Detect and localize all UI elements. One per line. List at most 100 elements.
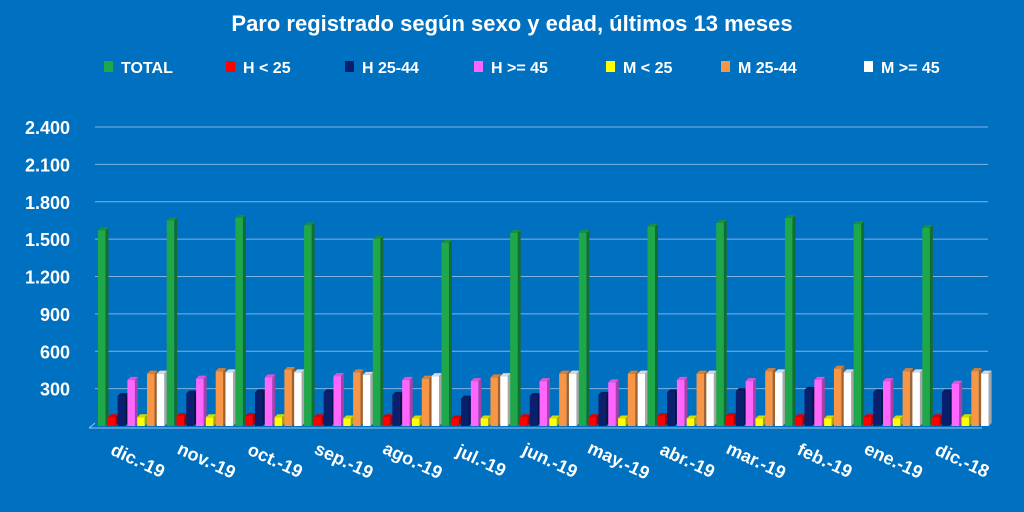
bar-side <box>645 370 649 426</box>
bar-side <box>399 391 403 426</box>
bar <box>961 417 970 426</box>
bar <box>883 381 891 426</box>
bar-top <box>696 370 708 374</box>
bar <box>539 381 548 426</box>
bar-side <box>851 369 855 426</box>
bar-top <box>794 414 806 418</box>
bar-side <box>409 376 413 426</box>
bar <box>726 416 734 426</box>
bar-side <box>802 414 806 426</box>
bar <box>716 222 724 426</box>
bar-top <box>127 376 138 380</box>
bar-side <box>301 369 305 426</box>
bar-top <box>618 415 629 419</box>
bar-top <box>519 414 531 418</box>
bar-side <box>870 414 874 426</box>
bar <box>598 394 606 426</box>
bar-side <box>370 371 374 426</box>
bar <box>784 217 793 426</box>
bar-side <box>478 378 482 426</box>
bar-top <box>971 368 982 372</box>
bar <box>706 373 714 426</box>
x-tick-label: jun.-19 <box>519 439 581 482</box>
bar-side <box>517 229 521 426</box>
bar <box>402 379 410 426</box>
bar <box>235 217 243 426</box>
bar-side <box>537 393 541 426</box>
bar-side <box>674 389 678 426</box>
bar-side <box>380 236 384 426</box>
bar <box>588 417 597 426</box>
bar-top <box>902 368 914 372</box>
bar-top <box>765 368 776 372</box>
bar-side <box>910 368 914 426</box>
bar-top <box>529 393 541 397</box>
bar-top <box>441 239 452 243</box>
bar <box>470 381 479 426</box>
bar-top <box>745 378 757 382</box>
bar <box>245 416 253 426</box>
bar <box>853 224 862 426</box>
bar-side <box>969 414 973 426</box>
bar <box>981 373 989 426</box>
bar <box>196 378 204 426</box>
bar-top <box>333 373 344 377</box>
bar-top <box>775 369 786 373</box>
bar-top <box>215 368 227 372</box>
bar-side <box>321 414 325 426</box>
bar-side <box>242 214 246 426</box>
bar-side <box>527 414 531 426</box>
bar-top <box>147 370 158 374</box>
bar <box>156 373 165 426</box>
bar-top <box>451 415 462 419</box>
bar <box>568 373 577 426</box>
bar <box>873 392 881 426</box>
bar-top <box>461 395 472 399</box>
bar-top <box>676 376 688 380</box>
bar-side <box>183 413 187 426</box>
bar-side <box>556 415 560 426</box>
bar <box>608 382 616 426</box>
legend-label: H < 25 <box>243 60 291 77</box>
bar-side <box>193 390 197 426</box>
bar-side <box>272 374 276 426</box>
bar-side <box>919 369 923 426</box>
bar-top <box>98 227 109 231</box>
legend-swatch <box>606 61 615 72</box>
x-tick-label: nov.-19 <box>174 438 238 482</box>
legend-label: M >= 45 <box>881 60 940 77</box>
bar-top <box>264 374 276 378</box>
bar-top <box>392 391 403 395</box>
bar-side <box>458 415 462 426</box>
bar-side <box>861 221 865 426</box>
bar-side <box>252 413 256 426</box>
bar-top <box>706 370 717 374</box>
bar <box>98 230 106 426</box>
x-tick-label: dic.-19 <box>108 439 168 481</box>
bar-top <box>588 414 600 418</box>
bar <box>510 232 518 426</box>
bar-side <box>615 379 619 426</box>
bar-side <box>174 217 178 426</box>
bar <box>755 418 763 426</box>
x-tick-label: oct.-19 <box>245 439 306 482</box>
bar-top <box>853 221 865 225</box>
bar-top <box>480 415 492 419</box>
bar-side <box>164 370 168 426</box>
bar-top <box>578 229 590 233</box>
bar-side <box>468 395 472 426</box>
bar-side <box>429 375 433 426</box>
bar <box>382 417 391 426</box>
legend-label: M < 25 <box>623 60 672 77</box>
bar-side <box>880 389 884 426</box>
bar <box>686 418 695 426</box>
bar-top <box>431 373 443 377</box>
bar <box>451 418 459 426</box>
bar <box>824 418 832 426</box>
bar-top <box>490 374 501 378</box>
bar-side <box>762 415 766 426</box>
bar <box>519 417 528 426</box>
bar-top <box>981 370 992 374</box>
legend-label: TOTAL <box>121 60 173 77</box>
